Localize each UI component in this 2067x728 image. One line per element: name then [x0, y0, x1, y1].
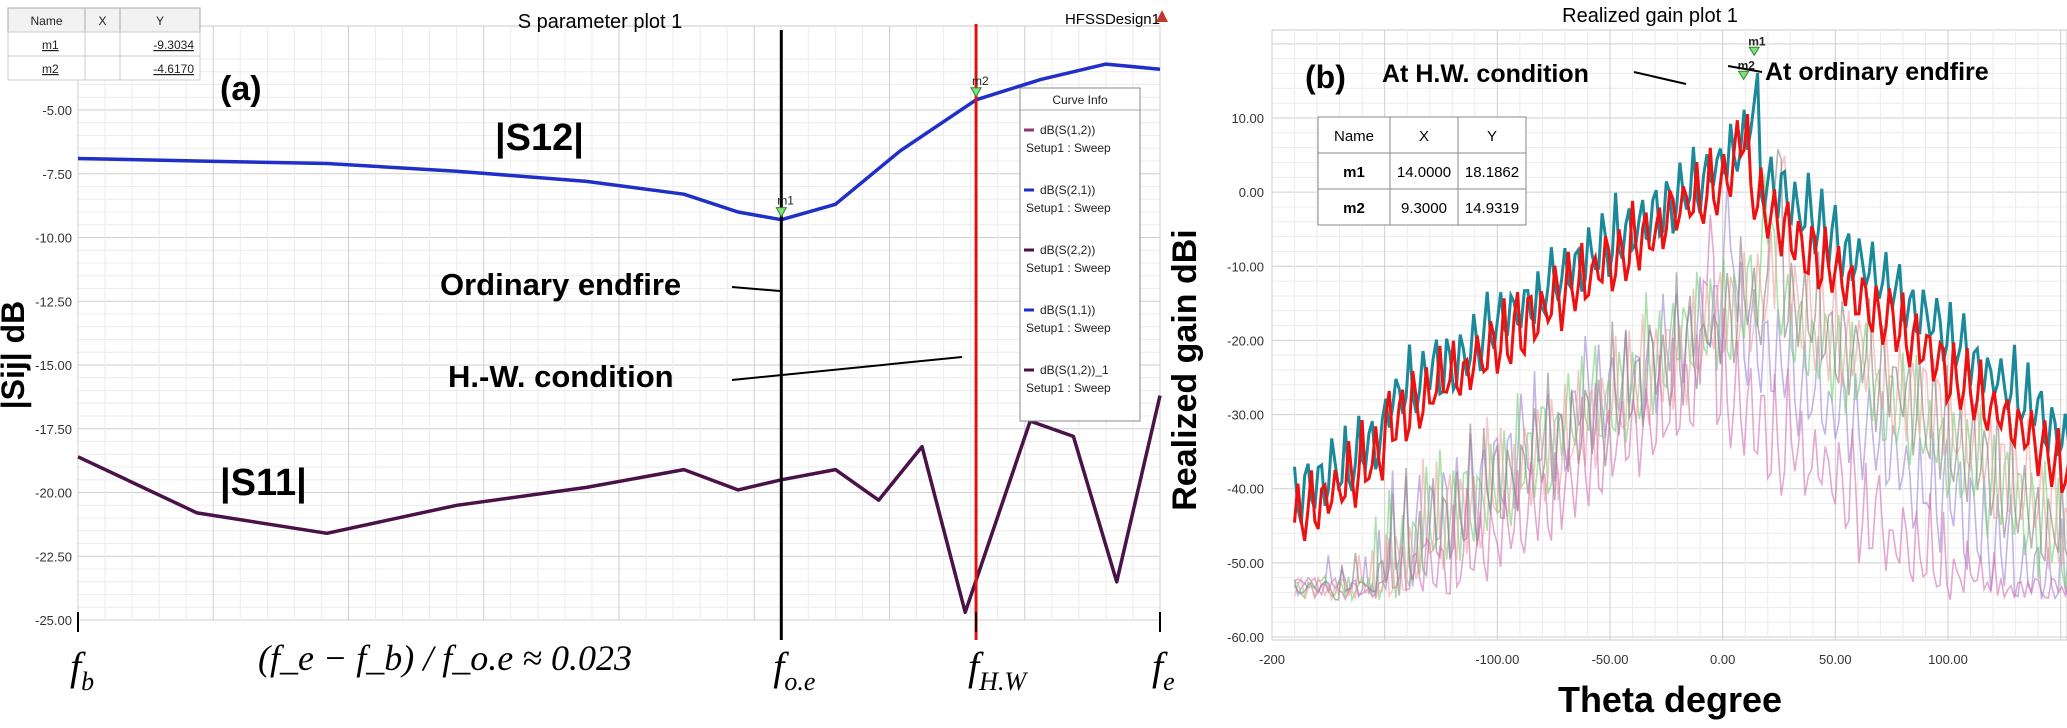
- legend-entry: dB(S(1,2))_1: [1040, 363, 1109, 377]
- legend-entry: dB(S(1,2)): [1040, 123, 1095, 137]
- legend-setup: Setup1 : Sweep: [1026, 201, 1111, 215]
- y-tick-label: -25.00: [35, 613, 72, 628]
- table-header: X: [1419, 128, 1429, 145]
- y-tick-label: -15.00: [35, 358, 72, 373]
- x-tick-label: 100.00: [1928, 652, 1968, 667]
- table-header: Name: [1334, 128, 1374, 145]
- table-cell: m1: [42, 38, 59, 52]
- marker-table-b: Name X Ym1 14.0000 18.1862 m2 9.3000 14.9319: [1318, 117, 1526, 225]
- legend-setup: Setup1 : Sweep: [1026, 321, 1111, 335]
- legend-entry: dB(S(2,2)): [1040, 243, 1095, 257]
- design-label: HFSSDesign1: [1065, 11, 1160, 28]
- table-cell: m2: [1343, 200, 1365, 217]
- marker-label: m2: [972, 74, 989, 88]
- x-label: fe: [1152, 644, 1175, 696]
- x-label-b: Theta degree: [1558, 679, 1782, 720]
- table-cell: 14.0000: [1397, 164, 1451, 181]
- legend-a: Curve Info dB(S(1,2)) Setup1 : Sweep dB(S(2…: [1020, 88, 1140, 421]
- marker-label: m1: [1748, 34, 1766, 48]
- annotation-at-hw: At H.W. condition: [1382, 60, 1589, 88]
- x-tick-label: -50.00: [1592, 652, 1629, 667]
- y-tick-label: -10.00: [1227, 259, 1264, 274]
- table-header: Name: [30, 14, 62, 28]
- x-label: fo.e: [773, 644, 815, 696]
- table-cell: 14.9319: [1465, 200, 1519, 217]
- y-tick-label: 10.00: [1231, 111, 1264, 126]
- marker-table-a: Name X Ym1 -9.3034 m2 -4.6170: [8, 8, 200, 80]
- x-tick-label: 0.00: [1710, 652, 1735, 667]
- x-tick-label: 50.00: [1819, 652, 1852, 667]
- table-header: X: [98, 14, 106, 28]
- y-tick-label: -17.50: [35, 422, 72, 437]
- x-tick-label: -100.00: [1475, 652, 1519, 667]
- legend-setup: Setup1 : Sweep: [1026, 261, 1111, 275]
- table-cell: 9.3000: [1401, 200, 1447, 217]
- title-a: S parameter plot 1: [518, 11, 683, 33]
- panel-a: -5.00 -7.50 -10.00 -12.50 -15.00 -17.50 -20.00…: [0, 8, 1175, 696]
- panel-b: 10.00 0.00 -10.00 -20.00 -30.00 -40.00 -50.00 -…: [1166, 5, 2067, 720]
- annotation-at-ordinary-endfire: At ordinary endfire: [1765, 58, 1989, 86]
- bandwidth-note: (f_e − f_b) / f_o.e ≈ 0.023: [258, 638, 632, 678]
- y-tick-label: -22.50: [35, 549, 72, 564]
- table-header: Y: [156, 14, 164, 28]
- y-tick-label: 0.00: [1239, 185, 1264, 200]
- panel-label-b: (b): [1305, 59, 1346, 95]
- legend-setup: Setup1 : Sweep: [1026, 141, 1111, 155]
- annotation-s12: |S12|: [495, 117, 584, 159]
- y-tick-label: -30.00: [1227, 408, 1264, 423]
- panel-label-a: (a): [220, 70, 262, 108]
- y-tick-label: -20.00: [1227, 333, 1264, 348]
- y-label-a: |Sij| dB: [0, 301, 31, 410]
- y-tick-label: -7.50: [42, 167, 72, 182]
- annotation-s11: |S11|: [220, 462, 307, 504]
- y-tick-label: -40.00: [1227, 482, 1264, 497]
- y-ticks-a: -5.00 -7.50 -10.00 -12.50 -15.00 -17.50 -20.00…: [35, 103, 72, 628]
- y-tick-label: -20.00: [35, 486, 72, 501]
- table-cell-box: [85, 32, 120, 56]
- x-label: fb: [70, 644, 94, 696]
- x-tick-label: -200: [1259, 652, 1285, 667]
- y-label-b: Realized gain dBi: [1166, 229, 1204, 511]
- marker-label: m1: [777, 194, 794, 208]
- legend-setup: Setup1 : Sweep: [1026, 381, 1111, 395]
- annotation-hw-condition: H.-W. condition: [448, 359, 674, 394]
- y-tick-label: -12.50: [35, 294, 72, 309]
- y-tick-label: -60.00: [1227, 630, 1264, 645]
- grid-a: [78, 26, 1160, 620]
- x-label: fH.W: [968, 644, 1028, 696]
- table-cell: m2: [42, 62, 59, 76]
- table-cell: -9.3034: [153, 38, 194, 52]
- legend-entry: dB(S(1,1)): [1040, 303, 1095, 317]
- table-cell: -4.6170: [153, 62, 194, 76]
- legend-entry: dB(S(2,1)): [1040, 183, 1095, 197]
- table-header: Y: [1487, 128, 1497, 145]
- y-tick-label: -50.00: [1227, 556, 1264, 571]
- y-tick-label: -10.00: [35, 231, 72, 246]
- annotation-ordinary-endfire: Ordinary endfire: [440, 267, 681, 302]
- y-tick-label: -5.00: [42, 103, 72, 118]
- table-cell-box: [85, 56, 120, 80]
- title-b: Realized gain plot 1: [1562, 5, 1738, 27]
- table-cell: m1: [1343, 164, 1365, 181]
- legend-title: Curve Info: [1052, 93, 1108, 107]
- table-cell: 18.1862: [1465, 164, 1519, 181]
